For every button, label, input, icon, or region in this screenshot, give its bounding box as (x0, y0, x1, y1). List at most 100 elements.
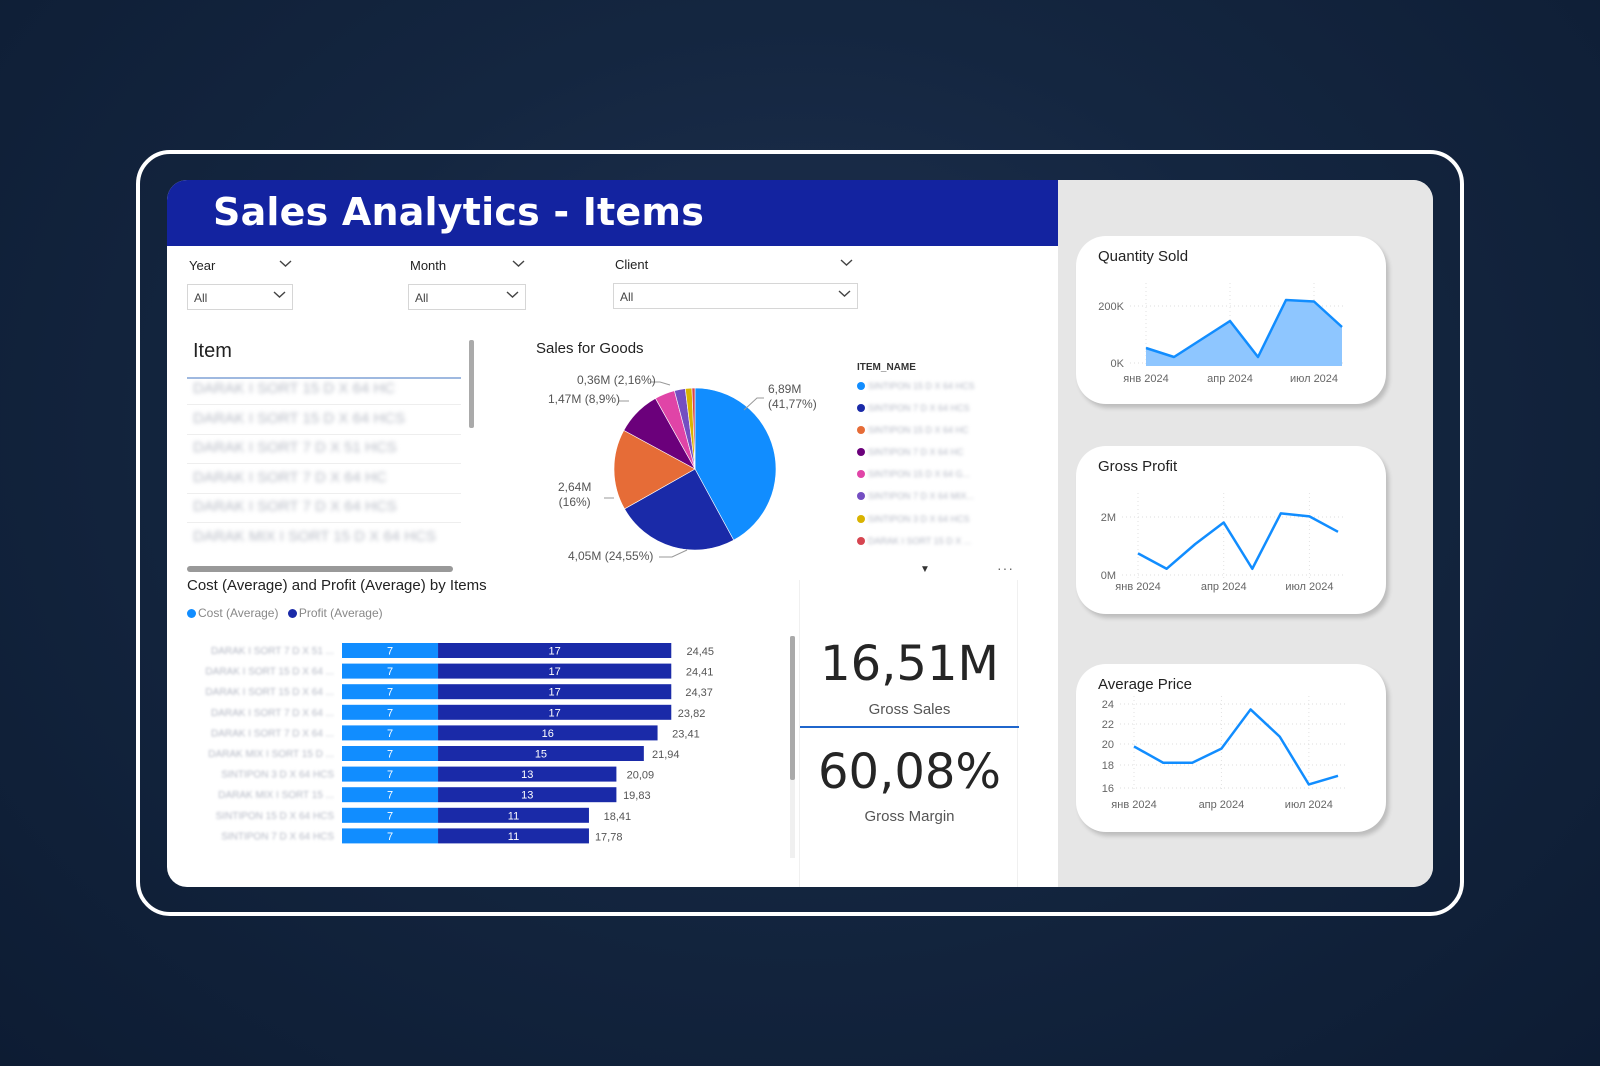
row-divider (187, 434, 461, 435)
cost-bar[interactable] (342, 787, 439, 803)
pie-slice[interactable] (624, 468, 735, 551)
gross-margin-label: Gross Margin (864, 808, 955, 825)
pie-data-label: 4,05M (24,55%) (568, 549, 654, 563)
series-line[interactable] (1133, 708, 1339, 786)
series-line[interactable] (1137, 512, 1339, 571)
quantity-sold-card: Quantity Sold 200K 0K янв 2024 апр 2024 июл … (1076, 236, 1386, 404)
more-options-icon[interactable]: ··· (997, 560, 1014, 576)
item-list-hscrollbar[interactable] (187, 566, 453, 572)
bar-category-label: DARAK I SORT 7 D X 51 ... (211, 646, 334, 657)
year-slicer-label: Year (189, 258, 216, 273)
bar-category-label: DARAK I SORT 15 D X 64 ... (205, 667, 334, 678)
profit-bar[interactable] (438, 828, 589, 844)
legend-item[interactable]: SINTIPON 15 D X 64 G... (857, 469, 970, 479)
legend-cost-label: Cost (Average) (198, 606, 279, 620)
cost-data-label: 7 (387, 666, 393, 678)
profit-bar[interactable] (438, 746, 644, 761)
bar-category-label: DARAK I SORT 7 D X 64 ... (211, 708, 334, 719)
pie-slice[interactable] (694, 387, 777, 541)
cost-bar[interactable] (342, 807, 439, 823)
cost-bar[interactable] (342, 746, 439, 761)
row-divider (187, 493, 461, 494)
cost-bar[interactable] (342, 684, 439, 700)
legend-dot (857, 537, 865, 545)
quantity-sold-chart: 200K 0K янв 2024 апр 2024 июл 2024 (1098, 283, 1346, 385)
chevron-down-icon[interactable] (279, 259, 292, 268)
cost-bar[interactable] (342, 766, 439, 782)
profit-data-label: 16 (542, 728, 554, 740)
profit-bar[interactable] (438, 704, 672, 720)
pie-slice[interactable] (691, 387, 696, 470)
bar-category-label: DARAK I SORT 15 D X 64 ... (205, 687, 334, 698)
profit-data-label: 11 (508, 831, 519, 843)
bar-chart-title: Cost (Average) and Profit (Average) by I… (187, 577, 487, 594)
pie-slice[interactable] (613, 429, 696, 510)
series-line[interactable] (1145, 298, 1343, 359)
profit-bar[interactable] (438, 766, 617, 782)
profit-bar[interactable] (438, 663, 672, 679)
legend-item[interactable]: SINTIPON 7 D X 64 MIX... (857, 491, 974, 501)
profit-data-label: 13 (521, 769, 533, 781)
legend-item[interactable]: SINTIPON 7 D X 64 HC (857, 447, 964, 457)
cost-bar[interactable] (342, 643, 439, 658)
cost-bar[interactable] (342, 663, 439, 679)
profit-bar[interactable] (438, 684, 672, 700)
x-tick-label: апр 2024 (1201, 581, 1247, 593)
legend-dot (187, 609, 196, 618)
profit-data-label: 13 (521, 790, 533, 802)
pie-data-label: 0,36M (2,16%) (577, 373, 656, 387)
legend-item[interactable]: SINTIPON 3 D X 64 HCS (857, 514, 970, 524)
profit-bar[interactable] (438, 643, 672, 658)
legend-dot (857, 515, 865, 523)
total-data-label: 17,78 (595, 831, 623, 843)
average-price-chart: 24 22 20 18 16 янв 2024 апр 2024 июл 2024 (1102, 696, 1346, 811)
page-title: Sales Analytics - Items (213, 190, 705, 234)
legend-scroll-down-icon[interactable]: ▼ (920, 564, 930, 575)
pie-data-label: 2,64M (16%) (558, 480, 592, 509)
bar-category-label: DARAK MIX I SORT 15 D ... (208, 749, 334, 760)
profit-bar[interactable] (438, 787, 617, 803)
cost-bar[interactable] (342, 828, 439, 844)
total-data-label: 24,37 (685, 687, 713, 699)
year-value: All (194, 291, 208, 305)
bar-chart-legend: Cost (Average) Profit (Average) (187, 606, 383, 620)
legend-item[interactable]: SINTIPON 15 D X 64 HC (857, 425, 969, 435)
list-item[interactable]: DARAK I SORT 7 D X 64 HCS (193, 498, 397, 515)
bar-category-label: DARAK MIX I SORT 15 ... (218, 790, 334, 801)
total-data-label: 23,82 (678, 708, 706, 720)
total-data-label: 24,41 (686, 667, 714, 679)
cost-bar[interactable] (342, 704, 439, 720)
y-tick-label: 20 (1102, 739, 1114, 751)
profit-bar[interactable] (438, 807, 589, 823)
list-item[interactable]: DARAK I SORT 7 D X 51 HCS (193, 439, 397, 456)
chevron-down-icon (838, 290, 851, 297)
legend-item[interactable]: SINTIPON 15 D X 64 HCS (857, 381, 975, 391)
list-item[interactable]: DARAK I SORT 15 D X 64 HCS (193, 410, 406, 427)
gross-sales-label: Gross Sales (868, 701, 951, 718)
chevron-down-icon (273, 291, 286, 298)
pie-data-label: 1,47M (8,9%) (548, 392, 621, 406)
y-tick-label: 22 (1102, 719, 1114, 731)
item-list-scrollbar[interactable] (469, 340, 474, 428)
chevron-down-icon[interactable] (840, 258, 853, 267)
legend-item[interactable]: DARAK I SORT 15 D X ... (857, 536, 971, 546)
bar-category-label: SINTIPON 7 D X 64 HCS (221, 831, 334, 842)
cost-data-label: 7 (387, 728, 393, 740)
year-dropdown[interactable]: All (187, 284, 293, 310)
cost-data-label: 7 (387, 646, 393, 658)
client-dropdown[interactable]: All (613, 283, 858, 309)
cost-bar[interactable] (342, 725, 439, 741)
month-dropdown[interactable]: All (408, 284, 526, 310)
legend-item[interactable]: SINTIPON 7 D X 64 HCS (857, 403, 970, 413)
gross-profit-title: Gross Profit (1098, 458, 1178, 475)
average-price-card: Average Price 24 22 20 18 16 янв 2024 апр 2024… (1076, 664, 1386, 832)
pie-chart (604, 381, 777, 558)
chevron-down-icon[interactable] (512, 259, 525, 268)
list-item[interactable]: DARAK I SORT 7 D X 64 HC (193, 469, 387, 486)
list-item[interactable]: DARAK I SORT 15 D X 64 HC (193, 380, 396, 397)
list-item[interactable]: DARAK MIX I SORT 15 D X 64 HCS (193, 528, 436, 545)
profit-bar[interactable] (438, 725, 658, 741)
total-data-label: 23,41 (672, 728, 700, 740)
bar-chart-scrollbar[interactable] (790, 636, 795, 780)
